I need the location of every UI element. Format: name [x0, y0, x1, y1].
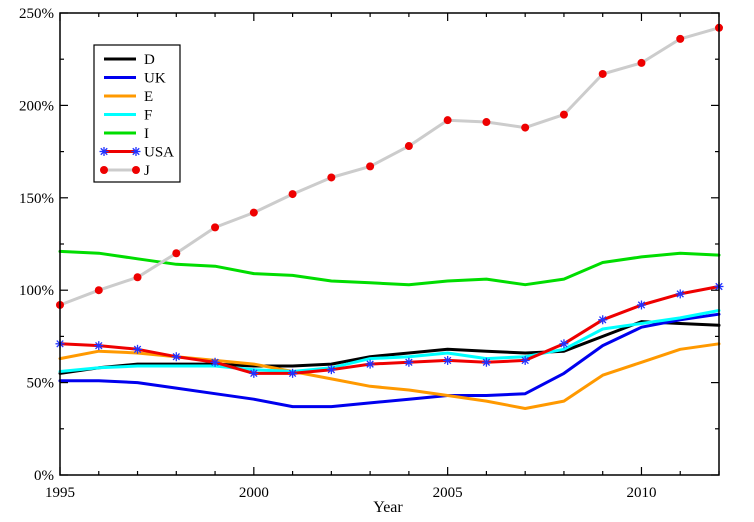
- y-tick-label: 200%: [19, 98, 54, 114]
- data-point-usa: [404, 357, 414, 367]
- series-i: [58, 249, 721, 287]
- legend-marker-usa: [131, 147, 141, 156]
- data-point-usa: [133, 344, 143, 354]
- data-point-usa: [636, 300, 646, 310]
- x-tick-label: 2000: [239, 485, 269, 501]
- legend-label-e: E: [144, 89, 153, 105]
- series-line-i: [58, 249, 721, 287]
- series-d: [58, 320, 721, 375]
- data-point-j: [211, 223, 220, 232]
- data-point-j: [94, 286, 103, 295]
- legend-item-usa: USA: [99, 145, 174, 161]
- x-tick-label: 2010: [626, 485, 656, 501]
- data-point-usa: [249, 368, 259, 378]
- series-uk: [58, 312, 721, 409]
- data-point-j: [249, 208, 258, 217]
- data-point-usa: [598, 315, 608, 325]
- legend-label-uk: UK: [144, 71, 166, 87]
- data-point-j: [443, 116, 452, 125]
- data-point-usa: [559, 339, 569, 349]
- series-line-j: [58, 26, 721, 307]
- data-point-j: [482, 118, 491, 127]
- legend: D UK EFI USA J: [93, 44, 181, 183]
- legend-label-i: I: [144, 126, 149, 142]
- data-point-j: [288, 190, 297, 199]
- x-tick-label: 1995: [45, 485, 75, 501]
- data-point-usa: [288, 368, 298, 378]
- series-j: [56, 23, 723, 309]
- data-point-usa: [365, 359, 375, 369]
- legend-marker-j: [132, 166, 140, 174]
- series-line-uk: [58, 312, 721, 409]
- y-tick-label: 250%: [19, 6, 54, 22]
- data-point-usa: [443, 355, 453, 365]
- legend-label-j: J: [144, 163, 150, 179]
- data-point-usa: [481, 357, 491, 367]
- series-line-d: [58, 320, 721, 375]
- data-point-usa: [171, 352, 181, 362]
- data-point-j: [327, 173, 336, 182]
- legend-label-d: D: [144, 52, 155, 68]
- y-tick-label: 50%: [27, 376, 55, 392]
- data-point-j: [676, 34, 685, 43]
- data-point-j: [637, 58, 646, 67]
- data-point-j: [404, 142, 413, 151]
- legend-item-j: J: [100, 163, 150, 179]
- legend-marker-j: [100, 166, 108, 174]
- data-point-usa: [94, 341, 104, 351]
- legend-label-usa: USA: [144, 145, 174, 161]
- y-tick-label: 150%: [19, 191, 54, 207]
- data-point-j: [598, 69, 607, 78]
- legend-item-f: F: [104, 108, 152, 124]
- data-point-j: [172, 249, 181, 258]
- series-layer: [55, 23, 724, 410]
- legend-item-e: E: [104, 89, 153, 105]
- data-point-usa: [326, 365, 336, 375]
- series-f: [58, 309, 721, 373]
- x-axis-title: Year: [373, 499, 403, 516]
- legend-item-d: D: [104, 52, 155, 68]
- legend-label-f: F: [144, 108, 152, 124]
- y-tick-label: 0%: [34, 468, 54, 484]
- data-point-j: [366, 162, 375, 171]
- data-point-j: [133, 273, 142, 282]
- data-point-usa: [210, 357, 220, 367]
- y-tick-label: 100%: [19, 283, 54, 299]
- x-tick-label: 2005: [433, 485, 463, 501]
- data-point-usa: [520, 355, 530, 365]
- legend-item-uk: UK: [104, 71, 166, 87]
- data-point-j: [521, 123, 530, 132]
- legend-marker-usa: [99, 147, 109, 156]
- axis-ticks: 1995 2000 2005 2010 0% 50% 100% 150% 200% 250%: [19, 6, 720, 501]
- data-point-usa: [675, 289, 685, 299]
- series-line-usa: [58, 285, 721, 375]
- legend-item-i: I: [104, 126, 149, 142]
- data-point-j: [559, 110, 568, 119]
- series-line-f: [58, 309, 721, 373]
